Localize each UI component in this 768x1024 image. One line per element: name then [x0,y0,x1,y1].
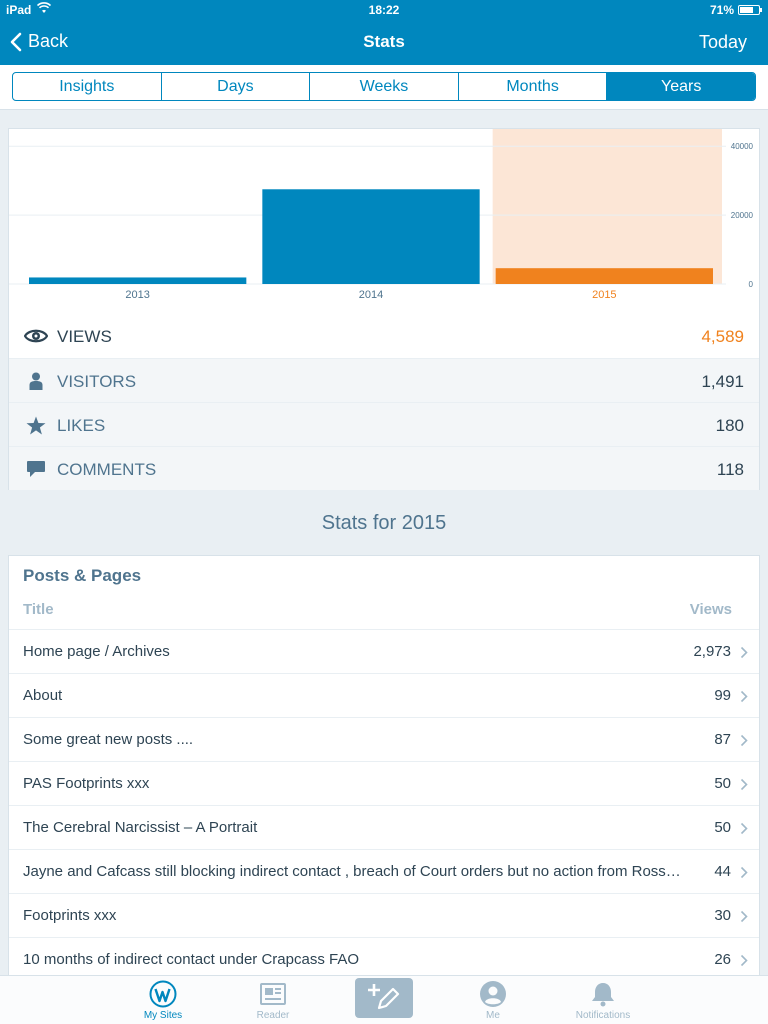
x-tick-label: 2015 [592,289,616,301]
table-row[interactable]: About 99 [9,673,759,717]
tab-reader[interactable]: Reader [233,976,313,1024]
period-segmented-control: Insights Days Weeks Months Years [12,72,756,101]
clock: 18:22 [368,3,400,17]
table-row[interactable]: Jayne and Cafcass still blocking indirec… [9,849,759,893]
tab-label-notifications: Notifications [575,1010,631,1021]
post-title: Some great new posts .... [23,731,194,748]
post-title: The Cerebral Narcissist – A Portrait [23,819,258,836]
tab-my-sites[interactable]: My Sites [123,976,203,1024]
post-title: About [23,687,63,704]
stat-row-likes[interactable]: LIKES 180 [9,402,759,446]
post-views: 30 [714,907,731,924]
tab-label-my-sites: My Sites [143,1010,183,1021]
tab-label-reader: Reader [256,1010,290,1021]
stat-row-visitors[interactable]: VISITORS 1,491 [9,358,759,402]
chevron-right-icon [740,866,748,879]
person-icon [24,371,48,391]
segment-weeks[interactable]: Weeks [310,73,459,100]
wordpress-icon [149,980,177,1008]
table-row[interactable]: Home page / Archives 2,973 [9,629,759,673]
period-selector-bar: Insights Days Weeks Months Years [0,65,768,110]
stat-label-likes: LIKES [57,416,106,435]
post-views: 44 [714,863,731,880]
segment-years[interactable]: Years [607,73,755,100]
y-tick-label: 20000 [731,211,754,220]
stats-summary-card: 40000 20000 0 2013 2014 2015 VIEWS 4,589 VISI… [8,128,760,490]
table-row[interactable]: Footprints xxx 30 [9,893,759,937]
notifications-icon [592,983,614,1007]
tab-bar: My Sites Reader Me Notifications [0,975,768,1024]
bar-2014[interactable] [262,189,480,284]
y-tick-label: 0 [749,280,754,289]
star-icon [24,415,48,435]
bar-2013[interactable] [29,277,247,284]
page-title: Stats [363,32,405,51]
section-title: Stats for 2015 [321,512,447,534]
table-row[interactable]: The Cerebral Narcissist – A Portrait 50 [9,805,759,849]
back-label: Back [28,31,69,51]
tab-label-me: Me [486,1010,500,1021]
segment-insights[interactable]: Insights [13,73,162,100]
tab-me[interactable]: Me [453,976,533,1024]
today-button[interactable]: Today [698,32,747,52]
chevron-right-icon [740,690,748,703]
post-title: Home page / Archives [23,643,170,660]
posts-pages-card: Posts & Pages Title Views Home page / Ar… [8,555,760,985]
stat-label-comments: COMMENTS [57,460,157,479]
post-views: 50 [714,775,731,792]
chevron-right-icon [740,734,748,747]
stat-value-views: 4,589 [701,327,744,346]
me-icon [480,981,506,1007]
stat-label-visitors: VISITORS [57,372,137,391]
segment-months[interactable]: Months [459,73,608,100]
chevron-right-icon [740,910,748,923]
chevron-right-icon [740,646,748,659]
posts-pages-title: Posts & Pages [23,566,142,585]
post-views: 99 [714,687,731,704]
table-row[interactable]: PAS Footprints xxx 50 [9,761,759,805]
post-title: Footprints xxx [23,907,117,924]
eye-icon [24,326,48,346]
post-views: 87 [714,731,731,748]
stat-value-comments: 118 [716,460,744,479]
wifi-icon [36,2,52,17]
new-post-button[interactable] [355,978,413,1018]
x-tick-label: 2014 [359,289,383,301]
table-row[interactable]: Some great new posts .... 87 [9,717,759,761]
post-views: 50 [714,819,731,836]
table-row[interactable]: 10 months of indirect contact under Crap… [9,937,759,981]
stat-label-views: VIEWS [57,327,112,346]
views-bar-chart[interactable]: 40000 20000 0 2013 2014 2015 [9,129,759,309]
battery-icon [738,5,762,15]
stat-row-views[interactable]: VIEWS 4,589 [9,314,759,358]
bar-2015[interactable] [495,268,713,284]
battery-percentage: 71% [709,3,734,17]
column-header-title: Title [23,601,54,618]
column-header-views: Views [689,601,732,618]
tab-notifications[interactable]: Notifications [563,976,643,1024]
status-bar: iPad 18:22 71% [0,0,768,20]
stat-value-visitors: 1,491 [701,372,744,391]
chevron-right-icon [740,954,748,967]
navigation-bar: Back Stats Today [0,20,768,65]
stat-value-likes: 180 [715,416,744,435]
post-title: 10 months of indirect contact under Crap… [23,951,359,968]
chevron-left-icon [10,32,22,51]
chevron-right-icon [740,822,748,835]
back-button[interactable]: Back [10,31,68,52]
new-post-icon [368,984,400,1010]
comment-icon [24,459,48,479]
reader-icon [260,983,286,1005]
post-views: 2,973 [693,643,731,660]
device-name: iPad [6,3,32,17]
stat-row-comments[interactable]: COMMENTS 118 [9,446,759,490]
x-tick-label: 2013 [125,289,149,301]
chevron-right-icon [740,778,748,791]
post-views: 26 [714,951,731,968]
segment-days[interactable]: Days [162,73,311,100]
post-title: Jayne and Cafcass still blocking indirec… [23,863,681,880]
post-title: PAS Footprints xxx [23,775,150,792]
selected-period-highlight [492,129,722,284]
y-tick-label: 40000 [731,142,754,151]
